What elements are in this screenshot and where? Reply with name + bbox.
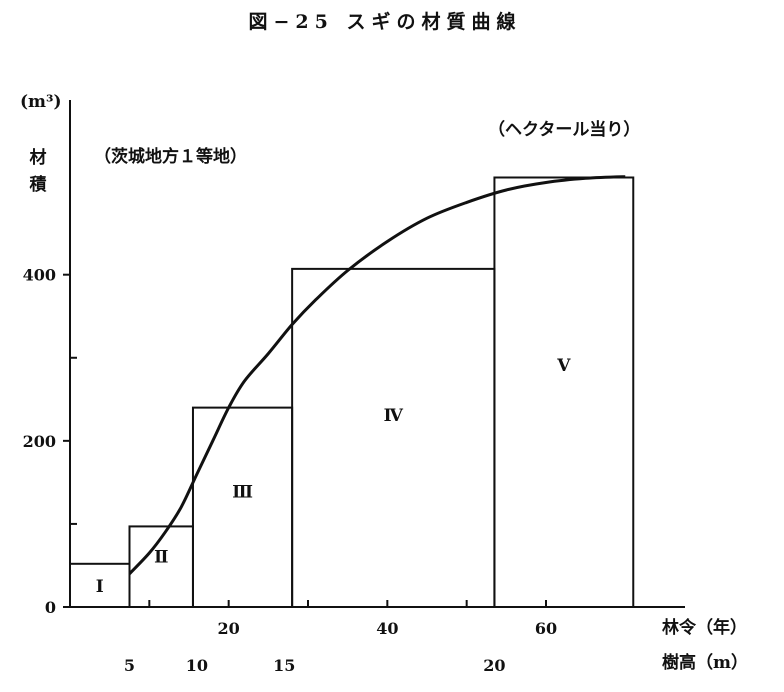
y-tick-label-0: 0 [45, 598, 56, 617]
y-axis-label-char-2: 積 [30, 174, 48, 195]
height-ticks: 5 10 15 20 [124, 656, 506, 675]
x-axis-label-height: 樹高（m） [662, 652, 748, 673]
y-tick-label-200: 200 [23, 432, 56, 451]
bar-4 [291, 267, 496, 608]
x-axis-label-age: 林令（年） [662, 617, 747, 638]
height-tick-label-5: 5 [124, 656, 135, 675]
y-axis-label-char-1: 材 [30, 147, 47, 168]
x-tick-label-60: 60 [535, 619, 557, 638]
height-tick-label-10: 10 [186, 656, 208, 675]
subtitle-unit-basis: （ヘクタール当り） [488, 119, 640, 140]
bars: Ⅰ Ⅱ Ⅲ Ⅳ Ⅴ [69, 176, 635, 609]
bar-label-5: Ⅴ [556, 356, 571, 376]
x-tick-label-20: 20 [218, 619, 240, 638]
y-tick-label-400: 400 [23, 266, 56, 285]
height-tick-label-15: 15 [273, 656, 295, 675]
axes [69, 100, 685, 608]
subtitle-region: （茨城地方１等地） [94, 146, 247, 167]
volume-growth-curve [128, 175, 626, 575]
height-tick-label-20: 20 [483, 656, 505, 675]
curve-group [128, 175, 626, 575]
chart-title: 図−25 スギの材質曲線 [249, 10, 522, 33]
bar-label-3: Ⅲ [232, 482, 253, 502]
bar-label-1: Ⅰ [96, 577, 104, 597]
y-ticks: 0 200 400 [23, 266, 77, 617]
bar-3 [191, 406, 294, 608]
bar-5 [493, 176, 635, 608]
x-ticks: 20 40 60 [148, 600, 557, 638]
bar-label-2: Ⅱ [154, 548, 168, 568]
bar-label-4: Ⅳ [384, 406, 404, 426]
y-unit-label: (m³) [20, 92, 62, 112]
x-tick-label-40: 40 [376, 619, 398, 638]
